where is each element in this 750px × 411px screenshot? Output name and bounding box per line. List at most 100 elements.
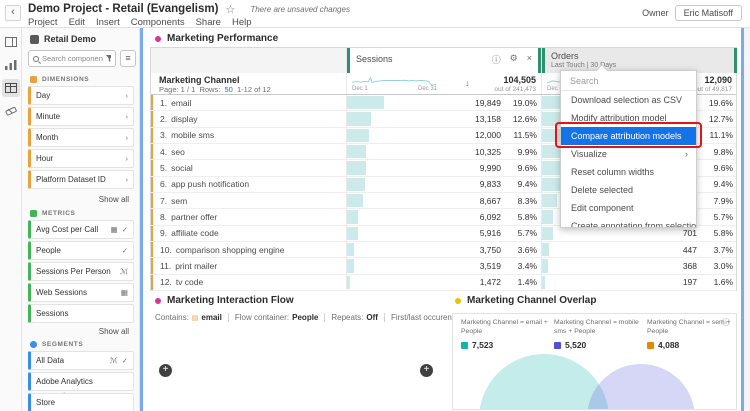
context-menu-item[interactable]: Download selection as CSV › [571, 95, 683, 105]
flow-add-right-button[interactable]: + [420, 364, 433, 377]
sessions-cell[interactable]: 9,833 9.4% [346, 176, 541, 192]
back-button[interactable]: ‹ [5, 5, 21, 21]
segment-list-item[interactable]: Adobe Analytics ℳ ✓ [28, 372, 134, 391]
metric-list-item[interactable]: Sessions ▦ ℳ ✓ [28, 304, 134, 323]
channel-cell[interactable]: 7. sem [151, 193, 346, 208]
channel-cell[interactable]: 9. affiliate code [151, 226, 346, 241]
menu-bar-item[interactable]: Project [28, 17, 58, 28]
channel-cell[interactable]: 2. display [151, 111, 346, 126]
table-row[interactable]: 9. affiliate code 5,916 5.7% [151, 225, 737, 242]
sessions-cell[interactable]: 12,000 11.5% [346, 127, 541, 143]
sessions-cell[interactable]: 13,158 12.6% [346, 111, 541, 127]
metrics-show-all[interactable]: Show all [98, 327, 129, 336]
orders-cell[interactable]: 701 5.8% [541, 225, 737, 241]
channel-cell[interactable]: 3. mobile sms [151, 128, 346, 143]
channel-cell[interactable]: 1. email [151, 95, 346, 110]
channel-cell[interactable]: 6. app push notification [151, 177, 346, 192]
sessions-cell[interactable]: 19,849 19.0% [346, 95, 541, 111]
sessions-total: 104,505 [503, 75, 536, 85]
menu-bar-item[interactable]: Share [195, 17, 221, 28]
context-menu-item[interactable]: Modify attribution model › [571, 113, 667, 123]
segment-list-item[interactable]: All Data ℳ ✓ [28, 351, 134, 370]
chevron-right-icon[interactable]: › [125, 112, 129, 121]
chevron-right-icon[interactable]: › [125, 154, 129, 163]
dimension-list-item[interactable]: Minute › [28, 107, 134, 126]
sessions-cell[interactable]: 8,667 8.3% [346, 192, 541, 209]
channel-cell[interactable]: 12. tv code [151, 275, 346, 290]
channel-cell[interactable]: 8. partner offer [151, 209, 346, 224]
tables-icon[interactable] [1, 79, 20, 97]
components-icon[interactable] [2, 102, 20, 120]
sort-descending-icon[interactable]: ↓ [465, 78, 470, 88]
context-menu-item[interactable]: Delete selected › [571, 185, 634, 195]
visualizations-icon[interactable] [2, 56, 20, 74]
component-search-box[interactable] [28, 50, 116, 67]
channel-cell[interactable]: 5. social [151, 160, 346, 175]
owner-name-chip[interactable]: Eric Matisoff [674, 5, 742, 21]
orders-cell[interactable]: 447 3.7% [541, 241, 737, 258]
channel-cell[interactable]: 11. print mailer [151, 258, 346, 273]
close-icon[interactable]: × [526, 53, 532, 63]
dimensions-show-all[interactable]: Show all [98, 195, 129, 204]
context-menu-item[interactable]: Create annotation from selection › [571, 221, 697, 228]
favorite-star-icon[interactable]: ☆ [225, 3, 236, 16]
dimension-list-item[interactable]: Hour › [28, 149, 134, 168]
orders-cell[interactable]: 368 3.0% [541, 258, 737, 274]
segment-list-item[interactable]: Store ℳ ✓ [28, 393, 134, 411]
sessions-cell[interactable]: 10,325 9.9% [346, 143, 541, 160]
venn-legend[interactable]: Marketing Channel = email + People 7,523 [461, 319, 551, 350]
dimension-list-item[interactable]: Month › [28, 128, 134, 147]
context-menu-item[interactable]: Edit component › [571, 203, 634, 213]
sessions-cell[interactable]: 3,750 3.6% [346, 241, 541, 258]
context-menu-item[interactable]: Reset column widths › [571, 167, 655, 177]
metric-list-item[interactable]: Avg Cost per Call ▦ ℳ ✓ [28, 220, 134, 239]
sessions-cell[interactable]: 6,092 5.8% [346, 209, 541, 225]
chevron-right-icon[interactable]: › [125, 175, 129, 184]
table-row[interactable]: 5. social 9,990 9.6% [151, 160, 736, 177]
filter-funnel-icon[interactable] [105, 55, 111, 62]
sidebar-project-row[interactable]: Retail Demo [30, 34, 96, 44]
info-icon[interactable]: ⓘ [491, 55, 501, 65]
context-menu-search[interactable] [561, 71, 696, 91]
table-row[interactable]: 12. tv code 1,472 1.4% [151, 274, 737, 291]
channel-cell[interactable]: 4. seo [151, 144, 346, 159]
segments-section-header: SEGMENTS + [30, 341, 83, 348]
flow-add-left-button[interactable]: + [159, 364, 172, 377]
chevron-right-icon[interactable]: › [125, 91, 129, 100]
metric-list-item[interactable]: Web Sessions ▦ ℳ ✓ [28, 283, 134, 302]
panels-icon[interactable] [2, 33, 20, 51]
info-icon[interactable]: ⓘ [722, 318, 730, 327]
sessions-percent: 12.6% [512, 113, 537, 124]
chevron-right-icon[interactable]: › [125, 133, 129, 142]
rows-per-page[interactable]: 50 [224, 85, 233, 94]
venn-legend[interactable]: Marketing Channel = mobile sms + People … [554, 319, 644, 350]
menu-bar-item[interactable]: Edit [68, 17, 85, 28]
menu-bar-item[interactable]: Insert [95, 17, 120, 28]
context-menu-item[interactable]: Visualize › [561, 145, 696, 163]
sessions-cell[interactable]: 5,916 5.7% [346, 225, 541, 241]
venn-circle-email[interactable] [479, 354, 609, 410]
sessions-cell[interactable]: 9,990 9.6% [346, 160, 541, 176]
table-row[interactable]: 10. comparison shopping engine 3,750 3.6… [151, 241, 737, 259]
orders-column-header[interactable]: Orders Last Touch | 30 Days [541, 48, 737, 73]
sessions-cell[interactable]: 1,472 1.4% [346, 274, 541, 290]
orders-cell[interactable]: 197 1.6% [541, 274, 737, 290]
gear-icon[interactable]: ⚙ [509, 53, 518, 63]
context-menu-search-input[interactable] [570, 75, 687, 86]
table-row[interactable]: 11. print mailer 3,519 3.4% [151, 258, 737, 275]
venn-circle-mobile-sms[interactable] [587, 364, 695, 410]
menu-bar-item[interactable]: Components [130, 17, 185, 28]
metric-list-item[interactable]: Sessions Per Person ▦ ℳ ✓ [28, 262, 134, 281]
metric-list-item[interactable]: People ▦ ℳ ✓ [28, 241, 134, 260]
search-input[interactable] [42, 54, 103, 63]
dimension-list-item[interactable]: Day › [28, 86, 134, 105]
venn-legend[interactable]: Marketing Channel = sem + People 4,088 [647, 319, 736, 350]
dimension-header-cell[interactable]: Marketing Channel Page: 1 / 1 Rows: 50 1… [151, 73, 346, 94]
sessions-column-header[interactable]: Sessions ⓘ ⚙ × [346, 48, 541, 73]
sessions-cell[interactable]: 3,519 3.4% [346, 258, 541, 274]
sort-components-button[interactable]: ≡ [120, 50, 136, 67]
context-menu-item[interactable]: Compare attribution models › [561, 127, 696, 145]
channel-cell[interactable]: 10. comparison shopping engine [151, 242, 346, 257]
menu-bar-item[interactable]: Help [231, 17, 252, 28]
dimension-list-item[interactable]: Platform Dataset ID › [28, 170, 134, 189]
